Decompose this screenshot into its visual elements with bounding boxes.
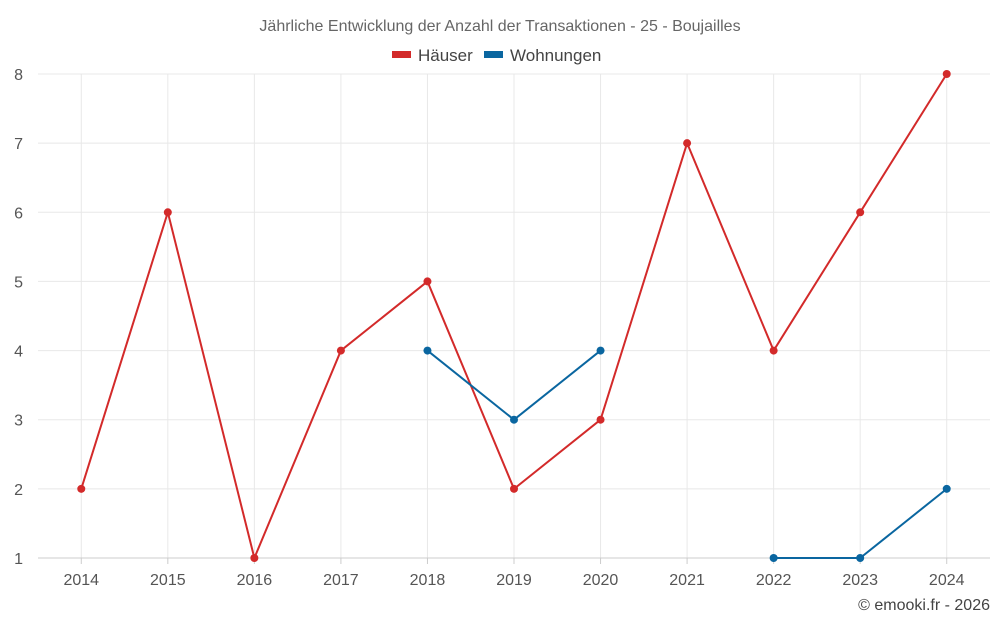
legend-swatch-haeuser <box>392 51 411 58</box>
data-point-haeuser-2014[interactable] <box>77 484 86 493</box>
data-point-haeuser-2020[interactable] <box>596 415 605 424</box>
data-point-haeuser-2019[interactable] <box>510 484 518 493</box>
data-point-wohnungen-2020[interactable] <box>596 346 605 355</box>
x-tick-label: 2024 <box>929 572 965 589</box>
y-tick-label: 3 <box>14 413 23 430</box>
x-tick-label: 2020 <box>583 572 619 589</box>
x-tick-label: 2014 <box>63 572 99 589</box>
y-tick-label: 7 <box>14 136 23 153</box>
data-point-haeuser-2024[interactable] <box>942 70 951 78</box>
data-point-haeuser-2017[interactable] <box>336 346 345 355</box>
y-tick-label: 1 <box>14 551 23 568</box>
y-tick-label: 4 <box>14 344 23 361</box>
y-axis: 1 2 3 4 5 6 7 8 <box>14 67 23 568</box>
x-tick-label: 2018 <box>410 572 446 589</box>
series-haeuser <box>77 70 951 562</box>
y-tick-label: 5 <box>14 274 23 291</box>
legend-label-haeuser[interactable]: Häuser <box>418 46 473 65</box>
legend-swatch-wohnungen <box>484 51 503 58</box>
y-tick-label: 6 <box>14 205 23 222</box>
data-point-haeuser-2016[interactable] <box>250 554 259 562</box>
x-tick-label: 2019 <box>496 572 532 589</box>
data-point-wohnungen-2023[interactable] <box>856 554 865 562</box>
legend-label-wohnungen[interactable]: Wohnungen <box>510 46 601 65</box>
data-point-haeuser-2021[interactable] <box>683 139 692 148</box>
data-point-wohnungen-2022[interactable] <box>769 554 778 562</box>
data-point-haeuser-2023[interactable] <box>856 208 865 217</box>
data-point-wohnungen-2019[interactable] <box>510 415 518 424</box>
legend: Häuser Wohnungen <box>392 46 601 65</box>
x-axis: 2014 2015 2016 2017 2018 2019 2020 2021 2022 2023… <box>38 557 990 589</box>
data-point-haeuser-2015[interactable] <box>163 208 172 217</box>
data-point-wohnungen-2024[interactable] <box>942 484 951 493</box>
y-tick-label: 8 <box>14 67 23 84</box>
series-wohnungen <box>423 346 951 562</box>
grid <box>38 73 990 558</box>
x-tick-label: 2016 <box>237 572 273 589</box>
y-tick-label: 2 <box>14 482 23 499</box>
chart-title: Jährliche Entwicklung der Anzahl der Tra… <box>259 18 740 35</box>
copyright-credit: © emooki.fr - 2026 <box>858 597 990 614</box>
x-tick-label: 2015 <box>150 572 186 589</box>
data-point-haeuser-2022[interactable] <box>769 346 778 355</box>
series-layer <box>77 70 951 562</box>
data-point-haeuser-2018[interactable] <box>423 277 432 286</box>
x-tick-label: 2017 <box>323 572 359 589</box>
x-tick-label: 2021 <box>669 572 705 589</box>
x-tick-label: 2023 <box>842 572 878 589</box>
x-tick-label: 2022 <box>756 572 792 589</box>
data-point-wohnungen-2018[interactable] <box>423 346 432 355</box>
